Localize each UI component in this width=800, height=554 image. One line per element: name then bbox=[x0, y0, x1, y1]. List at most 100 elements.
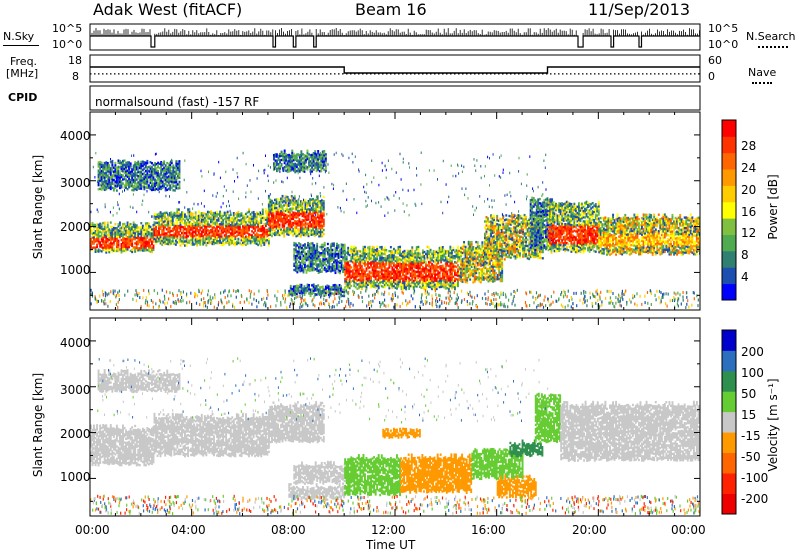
velocity-band-7 bbox=[400, 453, 473, 494]
power-band-12 bbox=[598, 213, 700, 256]
xtick-0400: 04:00 bbox=[171, 523, 206, 537]
power-band-11 bbox=[547, 200, 600, 254]
velocity-band-12 bbox=[534, 392, 562, 444]
xtick-1600: 16:00 bbox=[471, 523, 506, 537]
power-colorbar-swatch-0 bbox=[722, 283, 736, 301]
nsky-spikes-0 bbox=[89, 28, 151, 36]
station-title: Adak West (fitACF) bbox=[93, 0, 243, 19]
vel-cb-tick-m15: -15 bbox=[741, 429, 761, 443]
date-title: 11/Sep/2013 bbox=[588, 0, 691, 19]
xtick-2400: 00:00 bbox=[671, 523, 706, 537]
vel-cb-tick-200: 200 bbox=[741, 345, 764, 359]
velocity-colorbar-swatch-3 bbox=[722, 432, 736, 453]
nsky-line-legend bbox=[3, 45, 39, 46]
power-colorbar-swatch-6 bbox=[722, 185, 736, 203]
freq-right-tick-high: 60 bbox=[708, 54, 722, 67]
power-colorbar-swatch-3 bbox=[722, 234, 736, 252]
power-colorbar-swatch-7 bbox=[722, 169, 736, 186]
velocity-colorbar-swatch-8 bbox=[722, 330, 736, 351]
noise-series bbox=[89, 28, 700, 48]
power-ytick-2000: 2000 bbox=[60, 220, 91, 234]
power-colorbar-swatch-2 bbox=[722, 250, 736, 268]
power-band-2 bbox=[267, 194, 325, 238]
freq-left-tick-low: 8 bbox=[72, 70, 79, 83]
xtick-0800: 08:00 bbox=[271, 523, 306, 537]
freq-right-tick-low: 0 bbox=[708, 70, 715, 83]
velocity-band-4 bbox=[293, 460, 346, 485]
power-band-10 bbox=[529, 196, 555, 252]
power-ytick-3000: 3000 bbox=[60, 176, 91, 190]
power-cb-tick-4: 4 bbox=[741, 270, 749, 284]
velocity-ytick-2000: 2000 bbox=[60, 427, 91, 441]
nave-line-legend bbox=[752, 82, 772, 84]
noise-left-tick-low: 10^0 bbox=[52, 38, 83, 51]
xtick-1200: 12:00 bbox=[371, 523, 406, 537]
power-ytick-4000: 4000 bbox=[60, 129, 91, 143]
velocity-band-3 bbox=[97, 369, 181, 394]
nsky-spikes-14 bbox=[641, 28, 700, 36]
power-band-3 bbox=[97, 159, 181, 192]
cpid-label: CPID bbox=[8, 91, 38, 104]
noise-left-tick-high: 10^5 bbox=[52, 22, 83, 35]
power-band-9 bbox=[484, 213, 544, 261]
power-colorbar-swatch-5 bbox=[722, 201, 736, 219]
beam-title: Beam 16 bbox=[355, 0, 427, 19]
nsky-spikes-6 bbox=[295, 28, 313, 36]
power-band-5 bbox=[293, 241, 346, 275]
nsky-spikes-8 bbox=[315, 28, 577, 36]
nsky-line bbox=[90, 35, 700, 48]
power-colorbar-frame bbox=[721, 119, 737, 301]
power-band-7 bbox=[344, 245, 459, 291]
vel-cb-tick-15: 15 bbox=[741, 408, 757, 422]
nave-label: Nave bbox=[748, 66, 777, 79]
cpid-panel-frame bbox=[89, 85, 701, 111]
power-heatmap bbox=[90, 149, 700, 310]
power-colorbar bbox=[721, 119, 737, 301]
power-band-0 bbox=[90, 221, 155, 254]
nsky-spikes-12 bbox=[613, 29, 638, 36]
cpid-text: normalsound (fast) -157 RF bbox=[95, 95, 260, 109]
velocity-band-1 bbox=[153, 412, 270, 458]
freq-label: Freq. bbox=[10, 55, 38, 68]
nsky-spikes-10 bbox=[582, 28, 610, 36]
xlabel-time: Time UT bbox=[366, 538, 416, 552]
vel-cb-tick-50: 50 bbox=[741, 387, 757, 401]
power-cb-tick-16: 16 bbox=[741, 205, 757, 219]
velocity-band-6 bbox=[344, 453, 402, 497]
nsky-spikes-2 bbox=[154, 28, 274, 36]
velocity-colorbar-swatch-4 bbox=[722, 411, 736, 433]
power-colorbar-swatch-1 bbox=[722, 267, 736, 285]
velocity-band-13 bbox=[560, 400, 700, 462]
velocity-band-0 bbox=[90, 424, 155, 467]
velocity-ytick-4000: 4000 bbox=[60, 336, 91, 350]
velocity-colorbar bbox=[721, 329, 737, 515]
power-cb-tick-28: 28 bbox=[741, 139, 757, 153]
power-sparse-echoes bbox=[90, 151, 548, 218]
velocity-colorbar-swatch-6 bbox=[722, 370, 736, 392]
velocity-band-10 bbox=[382, 427, 421, 439]
power-low-range-speckle bbox=[90, 288, 699, 310]
power-colorbar-swatch-10 bbox=[722, 120, 736, 137]
nsearch-label: N.Search bbox=[746, 30, 796, 43]
velocity-ytick-3000: 3000 bbox=[60, 383, 91, 397]
power-band-1 bbox=[153, 208, 270, 247]
power-cb-tick-20: 20 bbox=[741, 183, 757, 197]
velocity-band-9 bbox=[496, 474, 537, 499]
power-colorbar-swatch-8 bbox=[722, 152, 736, 170]
vel-cb-tick-m200: -200 bbox=[741, 492, 769, 506]
freq-left-tick-high: 18 bbox=[68, 54, 82, 67]
xtick-0000: 00:00 bbox=[75, 523, 110, 537]
velocity-colorbar-swatch-7 bbox=[722, 350, 736, 372]
freq-series bbox=[90, 66, 700, 75]
nsearch-line-legend bbox=[758, 46, 788, 48]
vel-cb-tick-m50: -50 bbox=[741, 450, 761, 464]
velocity-heatmap bbox=[90, 357, 700, 516]
velocity-colorbar-swatch-0 bbox=[722, 493, 736, 515]
vel-cb-tick-m100: -100 bbox=[741, 471, 769, 485]
xtick-2000: 20:00 bbox=[572, 523, 607, 537]
velocity-sparse-echoes bbox=[97, 357, 549, 424]
power-cb-tick-8: 8 bbox=[741, 248, 749, 262]
velocity-band-2 bbox=[267, 401, 325, 444]
velocity-colorbar-swatch-5 bbox=[722, 391, 736, 413]
vel-cb-tick-100: 100 bbox=[741, 366, 764, 380]
